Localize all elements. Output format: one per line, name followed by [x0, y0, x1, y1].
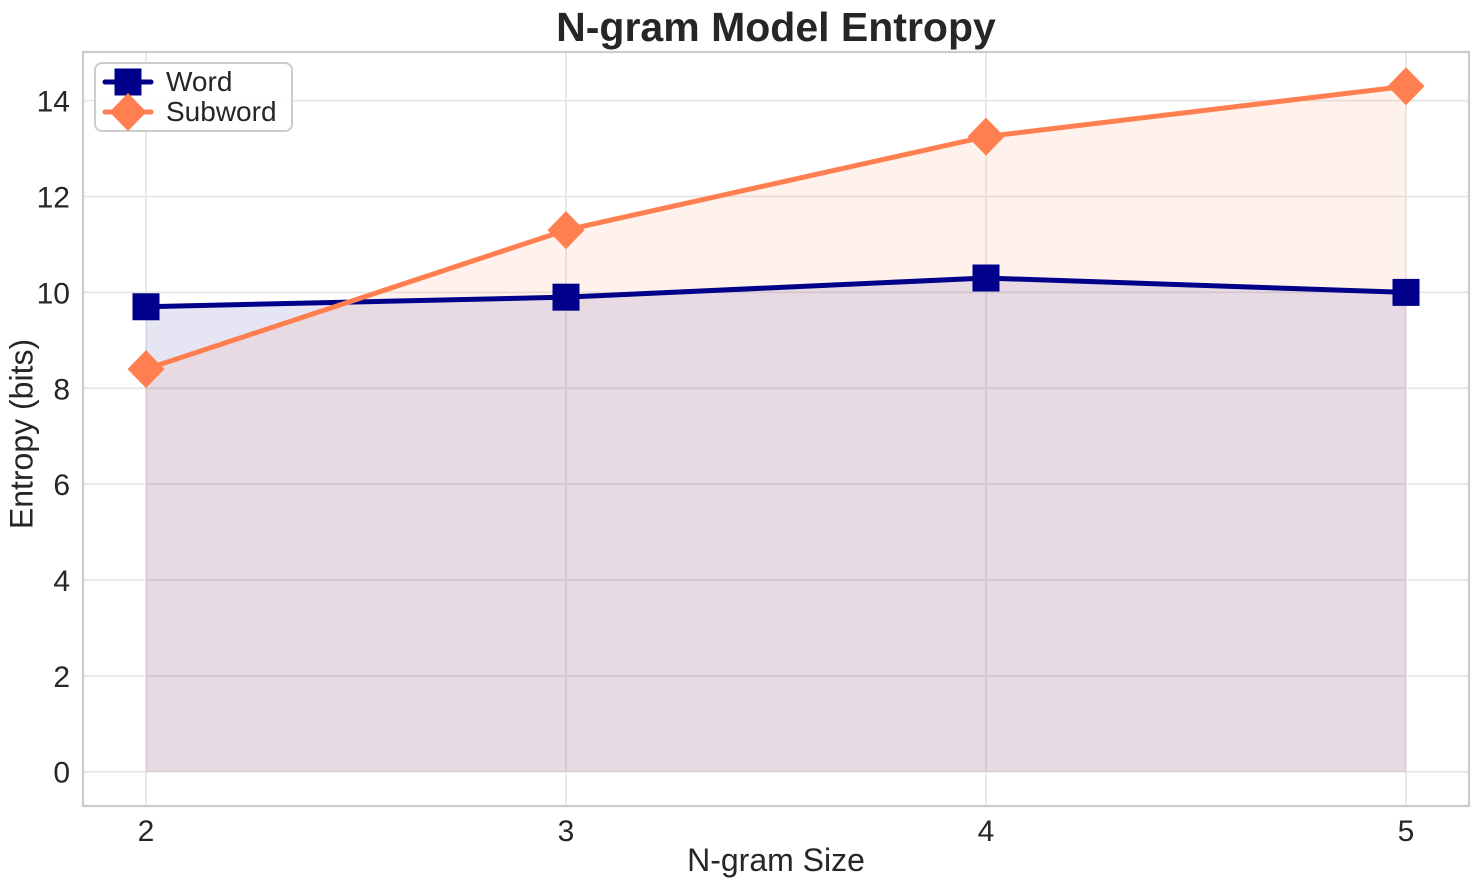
subword-line: [143, 83, 1409, 372]
subword-legend-marker-icon: [102, 93, 154, 131]
subword-marker: [1387, 67, 1425, 106]
x-axis-title: N-gram Size: [687, 842, 865, 878]
word-marker: [1392, 278, 1420, 306]
legend-label-subword: Subword: [166, 96, 277, 127]
word-marker: [972, 264, 1000, 292]
legend-item-subword: Subword: [102, 93, 277, 131]
word-legend-marker-icon: [102, 68, 154, 96]
legend: Word Subword: [94, 62, 293, 132]
y-tick-label: 2: [53, 661, 70, 694]
y-axis-title: Entropy (bits): [3, 338, 40, 530]
word-marker: [552, 283, 580, 311]
x-tick-label: 3: [558, 815, 575, 848]
y-tick-label: 6: [53, 469, 70, 502]
subword-marker: [967, 117, 1005, 156]
y-tick-label: 8: [53, 373, 70, 406]
x-tick-label: 2: [138, 815, 155, 848]
subword-marker: [127, 350, 165, 389]
word-marker: [132, 293, 160, 321]
y-tick-label: 12: [37, 182, 70, 215]
y-tick-label: 14: [37, 86, 70, 119]
word-area-fill: [146, 278, 1406, 772]
subword-marker: [547, 211, 585, 250]
x-tick-label: 5: [1398, 815, 1415, 848]
x-tick-label: 4: [978, 815, 995, 848]
y-tick-label: 4: [53, 565, 70, 598]
chart-title: N-gram Model Entropy: [556, 4, 996, 50]
plot-border: [81, 50, 1471, 808]
subword-area-fill: [146, 86, 1406, 772]
legend-label-word: Word: [166, 66, 233, 97]
y-tick-label: 0: [53, 757, 70, 790]
y-tick-label: 10: [37, 277, 70, 310]
legend-item-word: Word: [102, 66, 277, 97]
